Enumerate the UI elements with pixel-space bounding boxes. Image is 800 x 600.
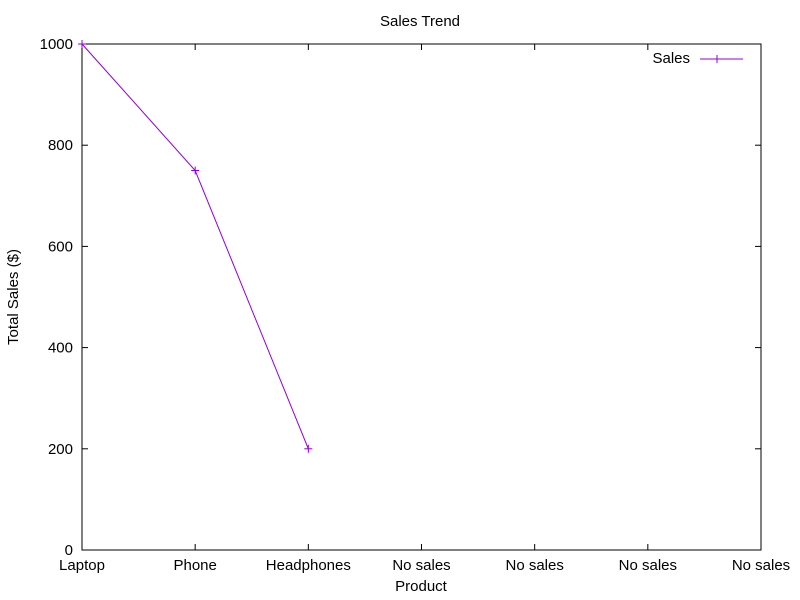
x-tick-label: No sales — [505, 557, 563, 574]
y-tick-label: 1000 — [40, 36, 73, 53]
series-layer — [78, 40, 313, 453]
x-tick-label: Laptop — [59, 557, 105, 574]
y-tick-label: 400 — [48, 340, 73, 357]
y-axis: 0 200 400 600 800 1000 — [40, 36, 761, 559]
x-tick-label: Phone — [173, 557, 216, 574]
x-axis: Laptop Phone Headphones No sales No sales No … — [59, 44, 790, 574]
y-tick-label: 800 — [48, 137, 73, 154]
data-point-marker — [304, 444, 313, 453]
data-point-marker — [191, 166, 200, 175]
legend-marker-sales — [713, 55, 721, 63]
x-tick-label: No sales — [619, 557, 677, 574]
y-axis-label: Total Sales ($) — [5, 249, 22, 345]
x-axis-label: Product — [395, 578, 448, 595]
y-tick-label: 200 — [48, 441, 73, 458]
legend-label-sales: Sales — [652, 50, 690, 67]
y-tick-label: 600 — [48, 238, 73, 255]
y-tick-label: 0 — [65, 542, 73, 559]
x-tick-label: No sales — [392, 557, 450, 574]
legend: Sales — [652, 50, 743, 67]
x-tick-label: Headphones — [266, 557, 351, 574]
data-point-marker — [78, 40, 86, 48]
x-tick-label: No sales — [732, 557, 790, 574]
chart-title: Sales Trend — [380, 13, 460, 30]
series-line-sales — [81, 43, 309, 449]
plot-frame — [81, 43, 762, 551]
